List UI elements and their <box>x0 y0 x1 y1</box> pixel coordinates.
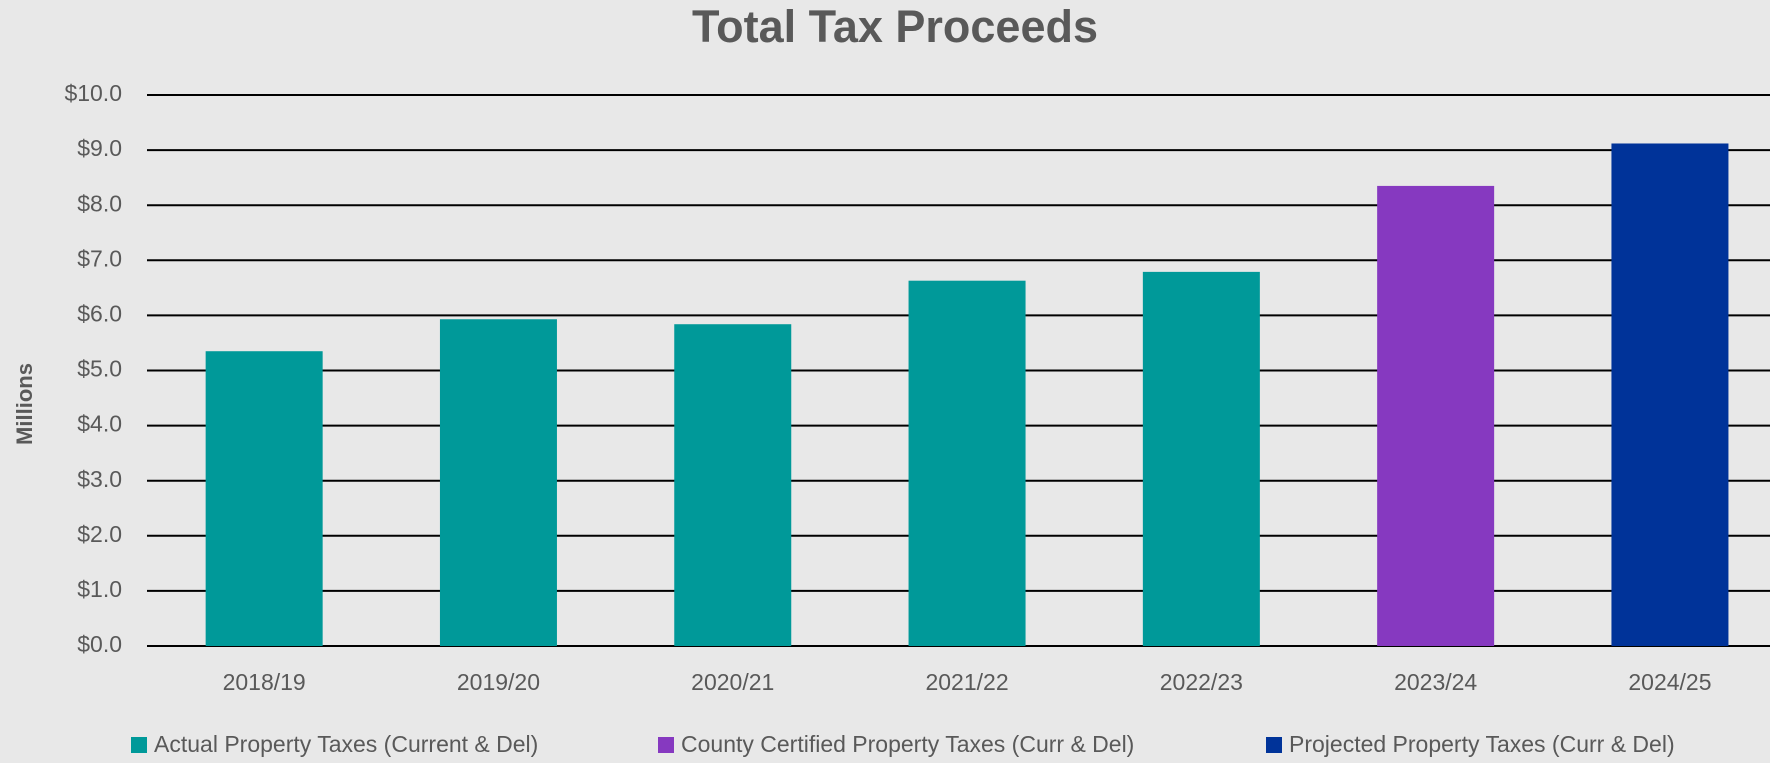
y-tick-label: $3.0 <box>77 466 122 492</box>
y-tick-label: $9.0 <box>77 135 122 161</box>
x-tick-label: 2022/23 <box>1160 669 1243 695</box>
x-tick-label: 2023/24 <box>1394 669 1477 695</box>
y-tick-label: $2.0 <box>77 521 122 547</box>
x-tick-label: 2021/22 <box>925 669 1008 695</box>
x-tick-label: 2024/25 <box>1628 669 1711 695</box>
bar <box>1611 143 1729 646</box>
chart-title: Total Tax Proceeds <box>692 1 1098 52</box>
y-tick-label: $8.0 <box>77 190 122 216</box>
y-tick-label: $1.0 <box>77 576 122 602</box>
legend-label: Projected Property Taxes (Curr & Del) <box>1289 731 1675 757</box>
y-tick-label: $0.0 <box>77 631 122 657</box>
legend-label: Actual Property Taxes (Current & Del) <box>154 731 538 757</box>
legend-label: County Certified Property Taxes (Curr & … <box>681 731 1134 757</box>
y-tick-label: $10.0 <box>64 80 122 106</box>
x-tick-label: 2018/19 <box>223 669 306 695</box>
bar <box>439 319 557 646</box>
x-tick-label: 2019/20 <box>457 669 540 695</box>
bar <box>674 324 792 646</box>
bar <box>908 280 1026 646</box>
y-axis-label: Millions <box>12 363 37 445</box>
x-tick-label: 2020/21 <box>691 669 774 695</box>
legend-swatch <box>658 737 674 753</box>
y-tick-label: $7.0 <box>77 245 122 271</box>
y-tick-label: $4.0 <box>77 411 122 437</box>
y-tick-label: $5.0 <box>77 356 122 382</box>
legend-swatch <box>1266 737 1282 753</box>
bar <box>205 351 323 646</box>
bar <box>1377 185 1495 647</box>
bar <box>1142 271 1260 646</box>
legend-swatch <box>131 737 147 753</box>
y-tick-label: $6.0 <box>77 300 122 326</box>
